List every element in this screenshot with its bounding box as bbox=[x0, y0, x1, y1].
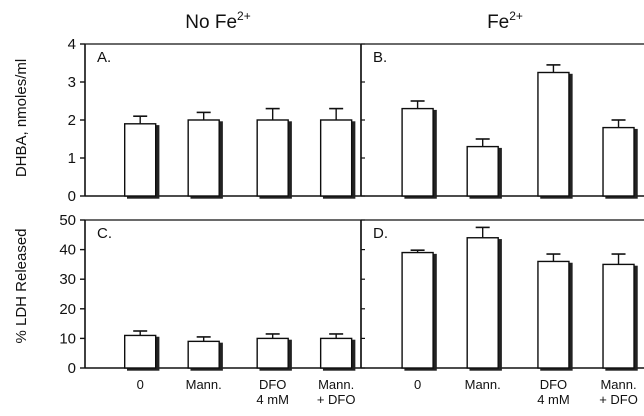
panel-c-bar-2 bbox=[187, 340, 220, 369]
panel-c-ytick-label: 10 bbox=[59, 330, 76, 347]
panel-d-label: D. bbox=[373, 225, 388, 242]
panel-b-label: B. bbox=[373, 49, 387, 66]
panel-a-bar-4 bbox=[319, 119, 353, 197]
panel-c-label: C. bbox=[97, 225, 112, 242]
panel-d-bar-2 bbox=[466, 237, 499, 369]
panel-a-ytick-label: 2 bbox=[68, 112, 76, 129]
y-axis-label-dhba: DHBA, nmoles/ml bbox=[13, 59, 30, 177]
panel-c-ytick-label: 50 bbox=[59, 212, 76, 229]
panel-d-bar-1 bbox=[401, 251, 434, 369]
panel-a-ytick-label: 0 bbox=[68, 188, 76, 205]
panel-c-category-label: + DFO bbox=[317, 392, 356, 407]
panel-c-category-label: Mann. bbox=[186, 377, 222, 392]
panel-a-bar-2 bbox=[187, 119, 220, 197]
panel-d-category-label: 4 mM bbox=[537, 392, 570, 407]
panel-b: B. bbox=[360, 43, 644, 197]
panel-a: 0 1 2 3 4 A. bbox=[68, 36, 362, 205]
panel-b-bar-2 bbox=[466, 145, 499, 197]
panel-c-bar-4 bbox=[319, 337, 353, 369]
panel-d-category-label: DFO bbox=[540, 377, 567, 392]
panel-d-bar-3 bbox=[537, 260, 570, 369]
panel-d-category-label: + DFO bbox=[599, 392, 638, 407]
column-title-fe: Fe2+ bbox=[487, 9, 523, 33]
panel-a-bar-1 bbox=[123, 123, 157, 197]
panel-d-category-label: Mann. bbox=[465, 377, 501, 392]
panel-d-bar-4 bbox=[602, 263, 635, 369]
panel-b-bar-3 bbox=[537, 71, 570, 197]
panel-c-ytick-label: 30 bbox=[59, 271, 76, 288]
panel-a-ytick-label: 1 bbox=[68, 150, 76, 167]
panel-a-ytick-label: 3 bbox=[68, 74, 76, 91]
column-title-no-fe: No Fe2+ bbox=[185, 9, 250, 33]
panel-c-ytick-label: 0 bbox=[68, 360, 76, 377]
panel-c-bar-3 bbox=[256, 337, 289, 369]
panel-d-category-label: 0 bbox=[414, 377, 421, 392]
panel-c-ytick-label: 20 bbox=[59, 301, 76, 318]
panel-c-ytick-label: 40 bbox=[59, 242, 76, 259]
panel-c-category-label: 0 bbox=[137, 377, 144, 392]
panel-c-category-label: DFO bbox=[259, 377, 286, 392]
panel-a-ytick-label: 4 bbox=[68, 36, 76, 53]
panel-a-bar-3 bbox=[256, 119, 289, 197]
panel-d-category-label: Mann. bbox=[600, 377, 636, 392]
panel-b-bar-4 bbox=[602, 126, 635, 197]
panel-c-category-label: Mann. bbox=[318, 377, 354, 392]
panel-c-category-label: 4 mM bbox=[256, 392, 289, 407]
y-axis-label-ldh: % LDH Released bbox=[13, 228, 30, 343]
panel-c-bar-1 bbox=[123, 334, 157, 369]
panel-a-label: A. bbox=[97, 49, 111, 66]
panel-b-bar-1 bbox=[401, 107, 434, 197]
